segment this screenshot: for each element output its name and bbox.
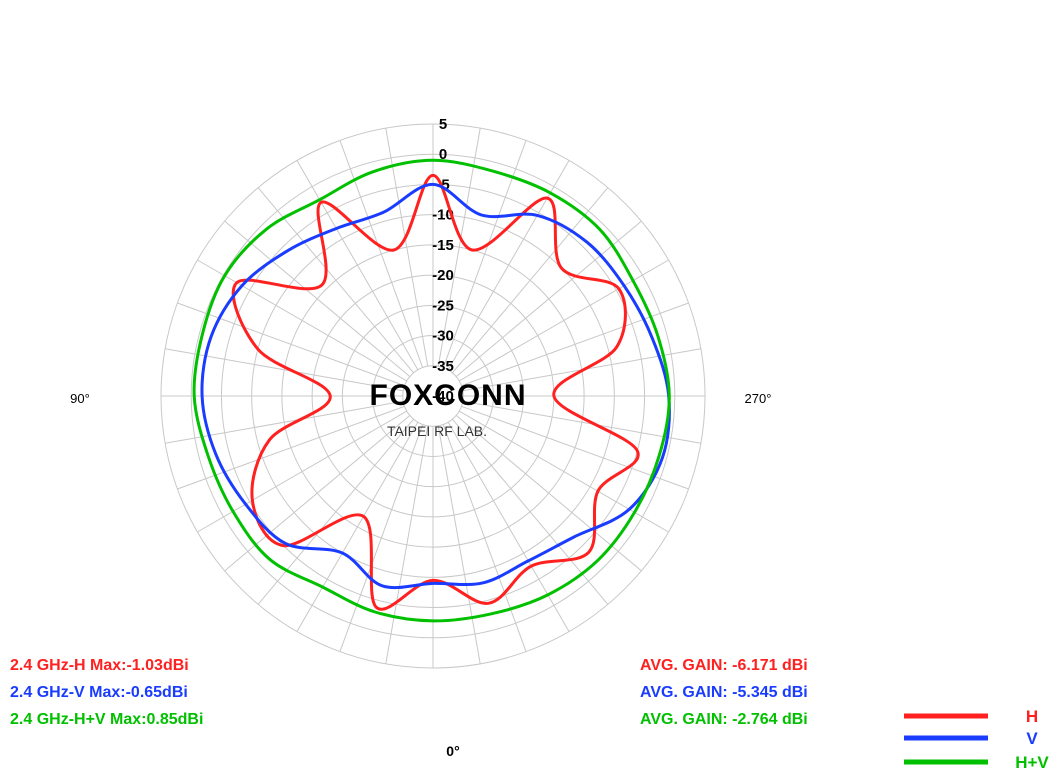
radial-tick-label: -40 (432, 388, 454, 405)
grid-spoke (339, 140, 424, 368)
grid-spoke (224, 220, 411, 377)
series-line-v (200, 182, 671, 590)
radial-tick-label: 0 (439, 146, 447, 163)
radial-tick-label: -20 (432, 267, 454, 284)
radial-tick-label: -15 (432, 237, 454, 254)
legend: H V H+V (904, 707, 1049, 772)
stat-hv-avg: AVG. GAIN: -2.764 dBi (640, 711, 808, 728)
stat-v-avg: AVG. GAIN: -5.345 dBi (640, 684, 808, 701)
legend-label-h: H (1026, 707, 1038, 726)
stat-h-avg: AVG. GAIN: -6.171 dBi (640, 657, 808, 674)
grid-spoke (442, 140, 527, 368)
angle-label-270: 270° (745, 391, 772, 406)
radial-tick-label: -10 (432, 207, 454, 224)
grid-spoke (452, 418, 609, 605)
stats: 2.4 GHz-H Max:-1.03dBi 2.4 GHz-V Max:-0.… (10, 657, 808, 728)
grid-spoke (452, 187, 609, 374)
grid-spoke (461, 405, 689, 490)
grid-spoke (462, 400, 701, 444)
watermark-title: FOXCONN (370, 379, 527, 412)
radial-tick-label: -30 (432, 328, 454, 345)
angle-labels: 0° 90° 270° (70, 391, 771, 759)
grid-spoke (455, 220, 642, 377)
grid-spoke (177, 302, 405, 387)
grid-spoke (296, 160, 419, 371)
grid-spoke (385, 128, 429, 367)
angle-label-90: 90° (70, 391, 90, 406)
grid-spoke (447, 160, 570, 371)
angle-label-0: 0° (446, 743, 459, 759)
grid-spoke (385, 425, 429, 664)
radial-tick-labels: 50-5-10-15-20-25-30-35-40 (432, 116, 454, 405)
stat-hv-max: 2.4 GHz-H+V Max:0.85dBi (10, 711, 203, 728)
radial-tick-label: -35 (432, 358, 454, 375)
series-line-h (231, 173, 640, 611)
grid-spoke (257, 418, 414, 605)
grid-spoke (437, 128, 481, 367)
grid-spoke (197, 259, 408, 382)
grid-spoke (339, 424, 424, 652)
grid-spoke (437, 425, 481, 664)
watermark-subtitle: TAIPEI RF LAB. (387, 423, 487, 439)
legend-label-v: V (1026, 729, 1038, 748)
grid-spoke (165, 400, 404, 444)
grid-spoke (257, 187, 414, 374)
radial-tick-label: -25 (432, 297, 454, 314)
grid-spoke (447, 421, 570, 632)
series-lines (192, 158, 671, 623)
grid-spoke (296, 421, 419, 632)
watermark: FOXCONN TAIPEI RF LAB. (370, 379, 527, 439)
grid-spoke (177, 405, 405, 490)
stat-v-max: 2.4 GHz-V Max:-0.65dBi (10, 684, 188, 701)
grid-spoke (458, 410, 669, 533)
radial-tick-label: 5 (439, 116, 447, 133)
grid-spoke (197, 410, 408, 533)
grid-spoke (458, 259, 669, 382)
stat-h-max: 2.4 GHz-H Max:-1.03dBi (10, 657, 189, 674)
grid-spoke (442, 424, 527, 652)
series-line-hv (192, 158, 671, 623)
legend-label-hv: H+V (1015, 753, 1049, 772)
